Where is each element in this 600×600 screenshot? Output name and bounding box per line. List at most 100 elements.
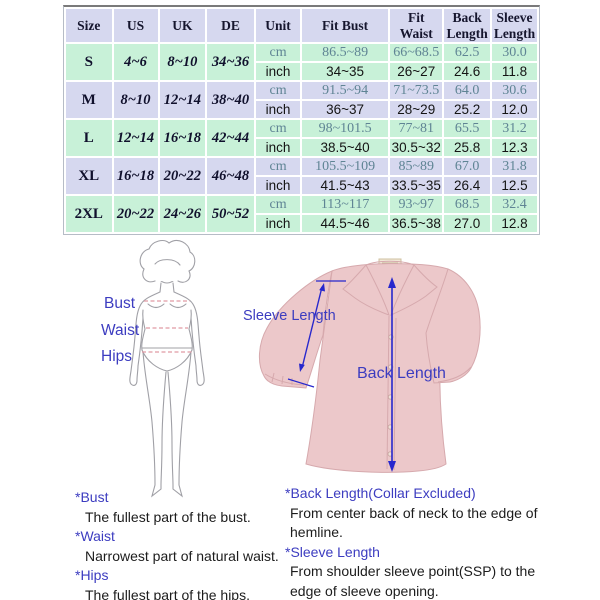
us-size: 20~22 [113, 196, 158, 233]
inch-value-1: 36.5~38 [390, 215, 443, 233]
figure-hair [139, 240, 196, 283]
inch-value-3: 12.5 [491, 177, 537, 195]
blouse-illustration [259, 258, 481, 473]
column-header-3: DE [207, 9, 254, 43]
figure-right-inner-arm [190, 317, 197, 367]
size-row-2XL-cm: 2XL 20~22 24~26 50~52 cm 113~117 93~97 68.5 32.4 [66, 196, 537, 233]
definition-desc: The fullest part of the hips. [85, 586, 250, 600]
definition-term: *Bust [75, 489, 109, 505]
unit-cm: cm [255, 158, 301, 176]
hips-label: Hips [101, 348, 133, 365]
definition-term: *Hips [75, 567, 109, 583]
unit-cm: cm [255, 196, 301, 214]
figure-left-leg-inner [160, 371, 167, 486]
definition-desc: From shoulder sleeve point(SSP) to the e… [290, 563, 536, 599]
column-header-5: Fit Bust [302, 9, 389, 43]
inch-value-0: 41.5~43 [302, 177, 389, 195]
unit-inch: inch [255, 139, 301, 157]
inch-value-2: 24.6 [444, 63, 490, 81]
inch-value-3: 12.8 [491, 215, 537, 233]
de-size: 34~36 [207, 44, 254, 81]
blouse-right-collar [390, 264, 438, 316]
definition-desc: The fullest part of the bust. [85, 508, 251, 525]
size-value: S [66, 44, 112, 81]
figure-bust-curves [147, 303, 187, 309]
size-chart-table: Size US UK DE Unit Fit Bust Fit Waist Back Leng… [63, 5, 540, 236]
back-length-arrow [388, 277, 396, 472]
cm-value-3: 30.0 [491, 44, 537, 62]
inch-value-0: 34~35 [302, 63, 389, 81]
unit-cm: cm [255, 44, 301, 62]
definition-term: *Sleeve Length [285, 543, 380, 560]
figure-panty [141, 349, 193, 372]
cm-value-1: 85~89 [390, 158, 443, 176]
de-size: 50~52 [207, 196, 254, 233]
size-row-M-inch: inch 36~37 28~29 25.2 12.0 [66, 101, 537, 119]
left-cuff-gathers [271, 372, 293, 385]
body-figure-illustration [129, 240, 205, 498]
cm-value-1: 77~81 [390, 120, 443, 138]
column-header-1: US [113, 9, 158, 43]
inch-value-1: 28~29 [390, 101, 443, 119]
uk-size: 16~18 [159, 120, 206, 157]
cm-value-0: 91.5~94 [302, 82, 389, 100]
figure-right-leg-inner [167, 371, 174, 486]
figure-left-foot [151, 484, 162, 498]
definition-desc: Narrowest part of natural waist. [85, 547, 279, 564]
inch-value-2: 25.8 [444, 139, 490, 157]
figure-right-foot [172, 484, 183, 498]
figure-right-leg-outer [178, 351, 192, 486]
uk-size: 12~14 [159, 82, 206, 119]
cm-value-2: 62.5 [444, 44, 490, 62]
cm-value-3: 31.8 [491, 158, 537, 176]
back-length-label: Back Length [357, 365, 446, 382]
blouse-left-sleeve [259, 270, 333, 389]
waist-label: Waist [101, 322, 140, 339]
cm-value-3: 31.2 [491, 120, 537, 138]
column-header-6: Fit Waist [390, 9, 443, 43]
left-cuff-seam [264, 373, 305, 386]
de-size: 42~44 [207, 120, 254, 157]
inch-value-3: 12.3 [491, 139, 537, 157]
unit-inch: inch [255, 101, 301, 119]
size-value: L [66, 120, 112, 157]
figure-left-leg-outer [142, 351, 156, 486]
column-header-7: Back Length [444, 9, 490, 43]
us-size: 8~10 [113, 82, 158, 119]
blouse-right-sleeve [425, 268, 481, 384]
unit-inch: inch [255, 215, 301, 233]
cm-value-3: 30.6 [491, 82, 537, 100]
uk-size: 24~26 [159, 196, 206, 233]
figure-right-torso [188, 309, 193, 351]
column-header-8: Sleeve Length [491, 9, 537, 43]
figure-right-arm [173, 291, 205, 386]
definition-term: *Waist [75, 528, 115, 544]
size-row-L-cm: L 12~14 16~18 42~44 cm 98~101.5 77~81 65.5 31.2 [66, 120, 537, 157]
size-value: XL [66, 158, 112, 195]
figure-neck [159, 282, 175, 293]
column-header-2: UK [159, 9, 206, 43]
cm-value-0: 98~101.5 [302, 120, 389, 138]
inch-value-0: 38.5~40 [302, 139, 389, 157]
cm-value-3: 32.4 [491, 196, 537, 214]
cm-value-0: 113~117 [302, 196, 389, 214]
inch-value-1: 26~27 [390, 63, 443, 81]
us-size: 12~14 [113, 120, 158, 157]
cm-value-2: 64.0 [444, 82, 490, 100]
size-row-L-inch: inch 38.5~40 30.5~32 25.8 12.3 [66, 139, 537, 157]
inch-value-3: 12.0 [491, 101, 537, 119]
uk-size: 8~10 [159, 44, 206, 81]
blouse-placket [386, 315, 397, 471]
cm-value-1: 66~68.5 [390, 44, 443, 62]
measurement-definitions-left: *Bust The fullest part of the bust. *Waist… [75, 488, 300, 600]
cm-value-2: 65.5 [444, 120, 490, 138]
cm-value-0: 86.5~89 [302, 44, 389, 62]
cm-value-0: 105.5~109 [302, 158, 389, 176]
column-header-0: Size [66, 9, 112, 43]
de-size: 38~40 [207, 82, 254, 119]
inch-value-2: 25.2 [444, 101, 490, 119]
inch-value-0: 44.5~46 [302, 215, 389, 233]
inch-value-2: 26.4 [444, 177, 490, 195]
table-header-row: Size US UK DE Unit Fit Bust Fit Waist Back Leng… [66, 9, 537, 43]
